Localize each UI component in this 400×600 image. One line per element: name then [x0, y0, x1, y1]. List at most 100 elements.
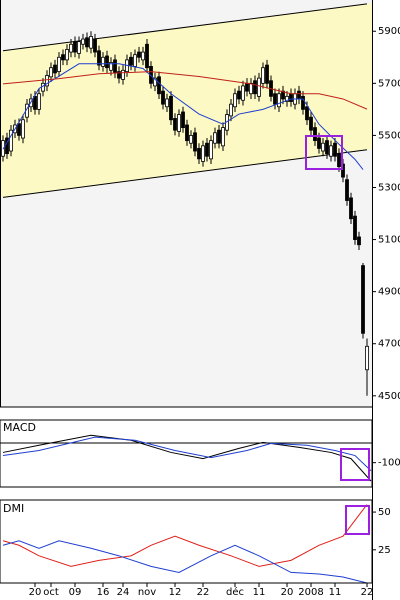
highlight-box: [340, 448, 370, 481]
y-tick-label: 4500: [378, 391, 400, 402]
candle-body: [89, 36, 93, 49]
x-tick-label: 22: [197, 587, 210, 598]
x-tick-label: nov: [138, 587, 156, 598]
candle-body: [101, 56, 105, 67]
x-tick-label: 2008: [298, 587, 323, 598]
candle-body: [141, 51, 145, 61]
candle-body: [61, 54, 65, 61]
candle-body: [285, 95, 289, 102]
candle-body: [309, 116, 313, 131]
moving-average: [2, 71, 368, 110]
candle-body: [233, 93, 237, 108]
candle-body: [213, 132, 217, 144]
candle-body: [169, 95, 173, 121]
candle-body: [257, 77, 261, 97]
x-tick-label: déc: [226, 586, 244, 598]
candle-body: [353, 215, 357, 240]
candle-body: [49, 67, 53, 78]
x-tick-label: 09: [69, 587, 82, 598]
panel-title: MACD: [3, 421, 36, 434]
y-tick-label: 5700: [378, 78, 400, 89]
candle-body: [165, 98, 169, 108]
candle-body: [9, 129, 13, 152]
candle-body: [193, 132, 197, 152]
candle-body: [209, 140, 213, 160]
candle-body: [109, 62, 113, 71]
candle-body: [157, 76, 161, 95]
candle-body: [317, 137, 321, 149]
candle-body: [153, 77, 157, 87]
candle-body: [197, 148, 201, 160]
candle-body: [97, 50, 101, 66]
candle-body: [265, 64, 269, 84]
candle-body: [345, 179, 349, 201]
candle-body: [329, 145, 333, 157]
y-tick-label: 5100: [378, 235, 400, 246]
y-tick-label: 50: [378, 507, 391, 518]
candle-body: [33, 95, 37, 110]
indicator-line: [2, 504, 368, 567]
channel-line: [2, 3, 368, 52]
y-tick-label: 4700: [378, 339, 400, 350]
highlight-box: [345, 505, 370, 535]
candle-body: [321, 142, 325, 152]
candle-body: [65, 49, 69, 61]
channel-fill: [0, 3, 372, 198]
candle-body: [305, 106, 309, 121]
candle-body: [129, 56, 133, 66]
candle-body: [289, 93, 293, 102]
candle-body: [365, 345, 369, 371]
candle-body: [145, 43, 149, 69]
panel-title: DMI: [3, 502, 24, 515]
candle-body: [273, 93, 277, 105]
candle-body: [77, 41, 81, 54]
y-tick-label: -100: [378, 458, 400, 469]
x-tick-label: 20: [29, 587, 42, 598]
x-tick-label: 24: [117, 587, 130, 598]
candle-body: [53, 64, 57, 74]
candle-body: [181, 111, 185, 128]
x-tick-label: oct: [43, 587, 59, 598]
candle-body: [73, 41, 77, 53]
candle-body: [133, 54, 137, 67]
candle-body: [241, 85, 245, 101]
x-tick-label: 20: [281, 587, 294, 598]
candle-body: [113, 59, 117, 74]
candle-body: [313, 127, 317, 142]
x-tick-label: 11: [253, 587, 266, 598]
candle-body: [69, 43, 73, 53]
candle-body: [21, 119, 25, 139]
x-tick-label: 12: [169, 587, 182, 598]
x-tick-label: 11: [329, 587, 342, 598]
candle-body: [245, 82, 249, 92]
highlight-box: [305, 135, 343, 170]
y-tick-label: 5900: [378, 26, 400, 37]
candle-body: [325, 140, 329, 155]
macd-panel: [0, 419, 373, 488]
candle-body: [253, 80, 257, 95]
candle-body: [137, 51, 141, 58]
candle-body: [277, 93, 281, 108]
y-tick-label: 4900: [378, 287, 400, 298]
candle-body: [301, 95, 305, 110]
candle-body: [297, 90, 301, 100]
y-tick-label: 5300: [378, 182, 400, 193]
candle-body: [205, 142, 209, 157]
candle-body: [121, 69, 125, 80]
candle-body: [117, 71, 121, 79]
candle-body: [337, 153, 341, 168]
candle-body: [185, 124, 189, 142]
candle-body: [85, 37, 89, 48]
candle-body: [281, 90, 285, 100]
indicator-line: [2, 540, 368, 584]
moving-average: [2, 63, 364, 170]
candle-body: [333, 142, 337, 157]
candle-body: [161, 90, 165, 105]
candle-body: [217, 129, 221, 144]
candle-body: [249, 82, 253, 95]
candle-body: [37, 93, 41, 110]
candle-body: [17, 123, 21, 136]
indicator-line: [2, 434, 372, 482]
y-tick-label: 25: [378, 545, 391, 556]
